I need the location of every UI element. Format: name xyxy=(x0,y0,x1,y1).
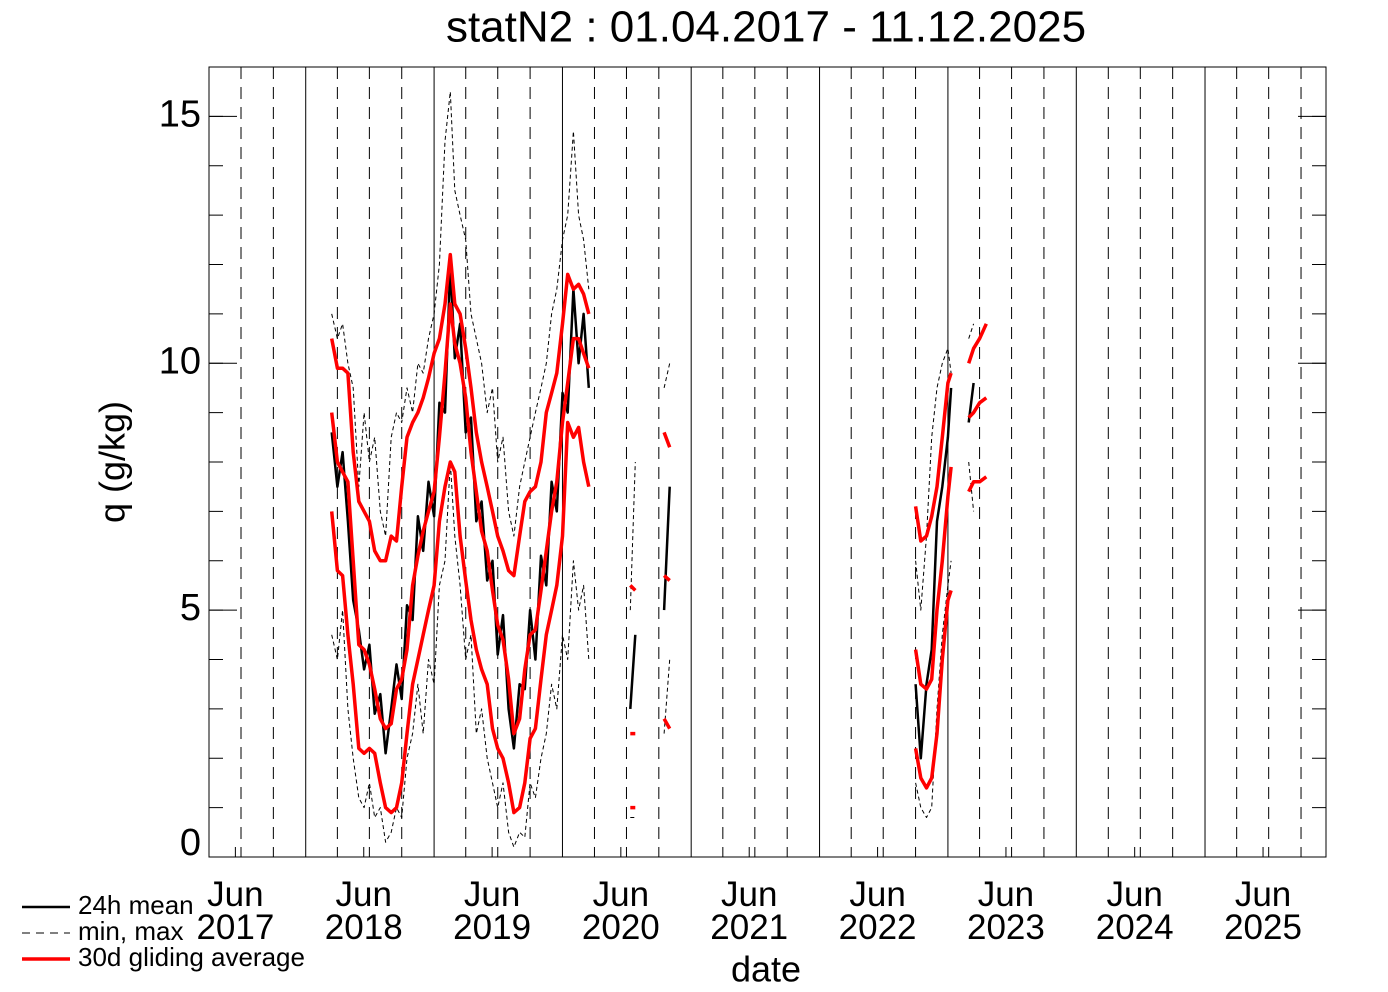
plot-frame xyxy=(208,66,1327,858)
x-tick-label: Jun 2024 xyxy=(1095,875,1174,947)
x-tick-label: Jun 2018 xyxy=(324,875,403,947)
y-tick-label: 15 xyxy=(159,93,201,135)
x-tick-label: Jun 2019 xyxy=(453,875,532,947)
x-tick-label: Jun 2017 xyxy=(196,875,275,947)
x-axis-label: date xyxy=(731,949,801,990)
y-tick-label: 0 xyxy=(180,822,201,864)
legend-label: min, max xyxy=(78,916,183,946)
chart-title: statN2 : 01.04.2017 - 11.12.2025 xyxy=(446,3,1086,52)
series-line xyxy=(331,461,975,848)
legend-label: 30d gliding average xyxy=(78,942,305,972)
series-line xyxy=(329,302,988,736)
y-tick-label: 5 xyxy=(180,587,201,629)
x-tick-label: Jun 2022 xyxy=(838,875,917,947)
y-tick-label: 10 xyxy=(159,340,201,382)
y-axis-label: q (g/kg) xyxy=(92,401,133,523)
series-line xyxy=(331,91,975,611)
series-line xyxy=(329,252,988,592)
x-tick-label: Jun 2023 xyxy=(967,875,1045,947)
x-tick-label: Jun 2025 xyxy=(1224,875,1302,947)
series-line xyxy=(329,420,988,815)
x-tick-label: Jun 2021 xyxy=(710,875,789,947)
x-tick-label: Jun 2020 xyxy=(581,875,660,947)
legend-label: 24h mean xyxy=(78,890,194,920)
